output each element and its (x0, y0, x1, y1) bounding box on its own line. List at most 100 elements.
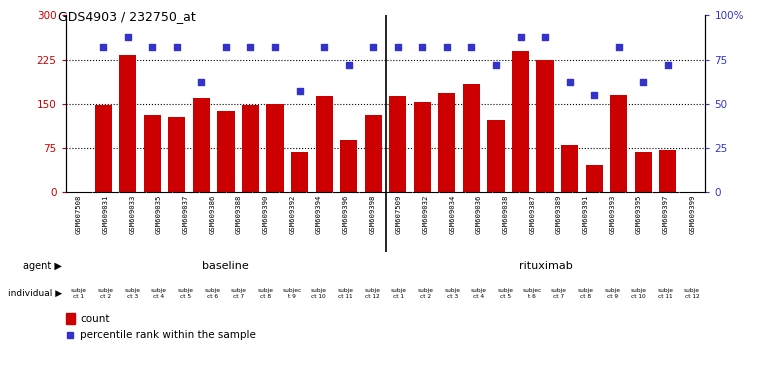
Text: subje
ct 2: subje ct 2 (417, 288, 433, 299)
Bar (512, 51, 529, 192)
Text: GSM607509: GSM607509 (396, 195, 402, 234)
Text: GSM609387: GSM609387 (529, 195, 535, 234)
Text: GSM609397: GSM609397 (662, 195, 668, 234)
Point (637, 79, 649, 86)
Bar (438, 93, 456, 192)
Text: subje
ct 12: subje ct 12 (364, 288, 380, 299)
Text: GSM609399: GSM609399 (689, 195, 695, 234)
Point (97, 44, 109, 50)
Point (294, 88, 306, 94)
Text: GSM609035: GSM609035 (156, 195, 162, 234)
Point (318, 44, 330, 50)
Text: subje
ct 5: subje ct 5 (497, 288, 513, 299)
Text: count: count (80, 314, 110, 324)
Point (441, 44, 453, 50)
Point (465, 44, 477, 50)
Text: subje
ct 2: subje ct 2 (97, 288, 113, 299)
Bar (365, 116, 382, 192)
Text: subje
ct 3: subje ct 3 (124, 288, 140, 299)
Bar (487, 120, 504, 192)
Bar (267, 104, 284, 192)
Bar (585, 165, 603, 192)
Text: baseline: baseline (202, 260, 249, 271)
Text: subje
ct 6: subje ct 6 (204, 288, 221, 299)
Point (342, 62, 355, 68)
Text: GSM609395: GSM609395 (636, 195, 641, 234)
Bar (635, 152, 651, 192)
Text: subje
ct 4: subje ct 4 (471, 288, 487, 299)
Bar (463, 84, 480, 192)
Text: GSM609398: GSM609398 (369, 195, 375, 234)
Point (170, 44, 183, 50)
Point (367, 44, 379, 50)
Text: GSM609031: GSM609031 (103, 195, 109, 234)
Text: GSM609388: GSM609388 (236, 195, 242, 234)
Text: GSM609037: GSM609037 (183, 195, 189, 234)
Bar (610, 95, 628, 192)
Text: GSM609390: GSM609390 (262, 195, 268, 234)
Text: GSM609393: GSM609393 (609, 195, 615, 234)
Text: subje
ct 12: subje ct 12 (684, 288, 700, 299)
Bar (340, 140, 357, 192)
Text: subje
ct 7: subje ct 7 (231, 288, 247, 299)
Bar (242, 105, 259, 192)
Text: subje
ct 11: subje ct 11 (338, 288, 354, 299)
Text: GSM609038: GSM609038 (503, 195, 509, 234)
Point (564, 79, 576, 86)
Point (662, 62, 674, 68)
Text: GSM609396: GSM609396 (342, 195, 348, 234)
Text: subje
ct 10: subje ct 10 (631, 288, 647, 299)
Bar (414, 102, 431, 192)
Text: GSM609032: GSM609032 (423, 195, 429, 234)
Point (244, 44, 257, 50)
Bar (291, 152, 308, 192)
Point (122, 33, 134, 40)
Bar (659, 150, 676, 192)
Text: subjec
t 9: subjec t 9 (282, 288, 301, 299)
Bar (389, 96, 406, 192)
Text: GDS4903 / 232750_at: GDS4903 / 232750_at (58, 10, 196, 23)
Text: subje
ct 3: subje ct 3 (444, 288, 460, 299)
Bar (120, 55, 136, 192)
Text: subje
ct 8: subje ct 8 (577, 288, 594, 299)
Text: GSM609391: GSM609391 (582, 195, 588, 234)
Bar (217, 111, 234, 192)
Point (612, 44, 625, 50)
Bar (143, 116, 161, 192)
Text: percentile rank within the sample: percentile rank within the sample (80, 330, 256, 340)
Bar (66, 313, 75, 324)
Bar (561, 145, 578, 192)
Text: subje
ct 7: subje ct 7 (550, 288, 567, 299)
Text: GSM609034: GSM609034 (449, 195, 455, 234)
Text: subje
ct 1: subje ct 1 (391, 288, 407, 299)
Text: agent ▶: agent ▶ (23, 260, 62, 271)
Point (195, 79, 207, 86)
Point (220, 44, 232, 50)
Text: subje
ct 8: subje ct 8 (258, 288, 274, 299)
Text: GSM609386: GSM609386 (209, 195, 215, 234)
Text: subje
ct 1: subje ct 1 (71, 288, 87, 299)
Text: GSM609392: GSM609392 (289, 195, 295, 234)
Point (146, 44, 159, 50)
Point (588, 92, 601, 98)
Bar (95, 105, 112, 192)
Point (416, 44, 429, 50)
Text: GSM609394: GSM609394 (316, 195, 322, 234)
Text: GSM609389: GSM609389 (556, 195, 562, 234)
Bar (168, 117, 186, 192)
Text: subje
ct 11: subje ct 11 (658, 288, 674, 299)
Text: subje
ct 9: subje ct 9 (604, 288, 620, 299)
Bar (537, 60, 554, 192)
Point (514, 33, 527, 40)
Point (269, 44, 281, 50)
Text: GSM609033: GSM609033 (130, 195, 135, 234)
Text: rituximab: rituximab (519, 260, 572, 271)
Point (392, 44, 404, 50)
Text: subjec
t 6: subjec t 6 (523, 288, 542, 299)
Point (539, 33, 551, 40)
Bar (193, 98, 210, 192)
Text: individual ▶: individual ▶ (8, 289, 62, 298)
Text: GSM607508: GSM607508 (76, 195, 82, 234)
Text: subje
ct 5: subje ct 5 (177, 288, 194, 299)
Text: subje
ct 10: subje ct 10 (311, 288, 327, 299)
